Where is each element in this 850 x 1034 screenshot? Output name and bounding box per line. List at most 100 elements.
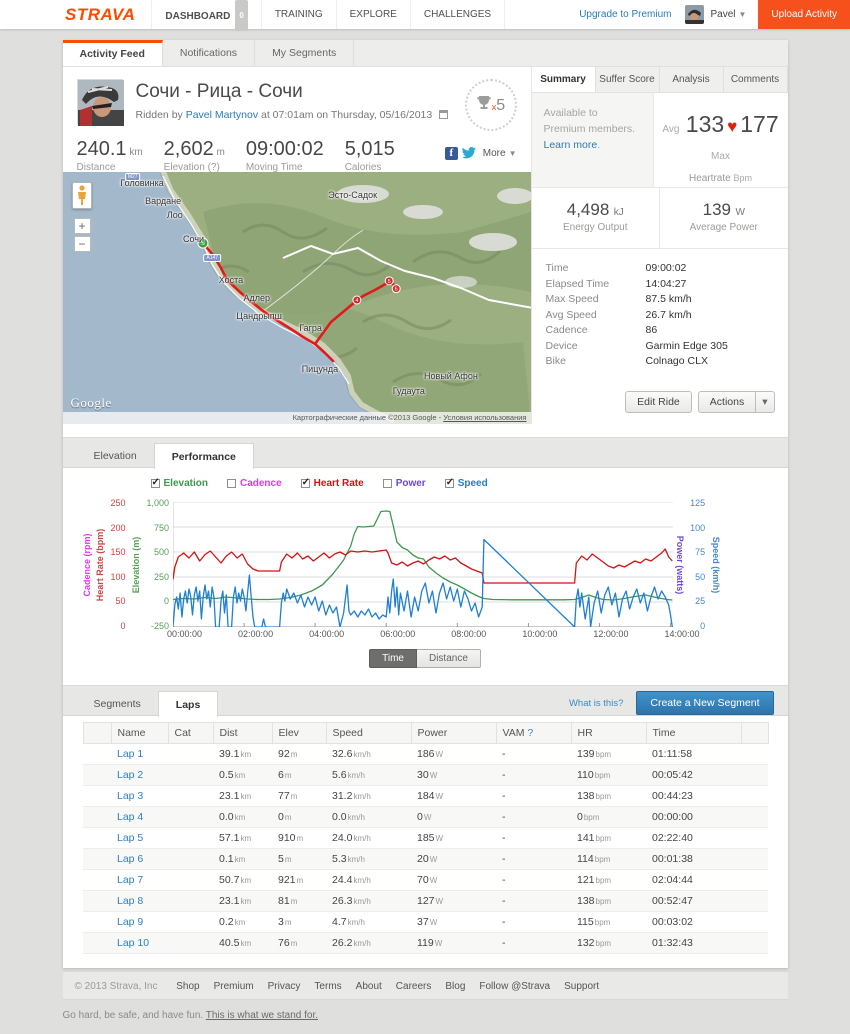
tab-segments[interactable]: Segments bbox=[93, 698, 141, 710]
google-logo[interactable]: Google bbox=[70, 395, 112, 410]
footer-link-follow-strava[interactable]: Follow @Strava bbox=[479, 981, 551, 992]
athlete-photo[interactable] bbox=[76, 79, 124, 126]
actions-button[interactable]: Actions bbox=[697, 391, 757, 413]
zoom-in-button[interactable]: + bbox=[73, 218, 91, 234]
lap-link[interactable]: Lap 9 bbox=[117, 916, 144, 928]
lap-link[interactable]: Lap 3 bbox=[117, 790, 144, 802]
learn-more-link[interactable]: Learn more bbox=[543, 138, 598, 151]
checkbox-icon[interactable] bbox=[226, 478, 236, 488]
lap-cell: 5m bbox=[272, 848, 326, 870]
lap-link[interactable]: Lap 2 bbox=[117, 769, 144, 781]
terms-link[interactable]: Условия использования bbox=[443, 413, 527, 422]
more-menu[interactable]: More bbox=[482, 148, 506, 159]
column-header-name[interactable]: Name bbox=[110, 722, 169, 744]
toggle-heart-rate[interactable]: Heart Rate bbox=[300, 477, 364, 489]
lap-link[interactable]: Lap 8 bbox=[117, 895, 144, 907]
tab-suffer-score[interactable]: Suffer Score bbox=[596, 67, 660, 92]
toggle-power[interactable]: Power bbox=[382, 477, 426, 489]
nav-item-dashboard[interactable]: DASHBOARD 0 bbox=[151, 0, 260, 31]
what-is-this-link[interactable]: What is this? bbox=[568, 697, 624, 709]
upgrade-premium-link[interactable]: Upgrade to Premium bbox=[579, 9, 672, 20]
column-header-hr[interactable]: HR bbox=[570, 722, 647, 744]
column-header-vam[interactable]: VAM ? bbox=[495, 722, 572, 744]
tab-performance[interactable]: Performance bbox=[153, 443, 254, 469]
mode-distance-button[interactable]: Distance bbox=[416, 649, 481, 668]
route-waypoint-marker[interactable] bbox=[384, 276, 394, 286]
footer-link-about[interactable]: About bbox=[355, 981, 382, 992]
hr-avg-label: Avg bbox=[662, 124, 680, 135]
achievements-badge[interactable]: x5 bbox=[464, 79, 517, 131]
tab-comments[interactable]: Comments bbox=[724, 67, 788, 92]
tab-laps[interactable]: Laps bbox=[157, 691, 219, 717]
mode-time-button[interactable]: Time bbox=[369, 649, 417, 668]
chart-plot-area[interactable] bbox=[172, 501, 674, 628]
tab-elevation[interactable]: Elevation bbox=[93, 450, 137, 462]
footer-link-support[interactable]: Support bbox=[564, 981, 600, 992]
row-spacer bbox=[83, 743, 111, 765]
nav-item-training[interactable]: TRAINING bbox=[260, 0, 336, 29]
twitter-icon[interactable] bbox=[461, 147, 477, 160]
column-header-power[interactable]: Power bbox=[410, 722, 497, 744]
row-spacer bbox=[83, 890, 111, 912]
vam-help-link[interactable]: ? bbox=[527, 727, 534, 739]
cell-value: 0.2 bbox=[219, 916, 234, 928]
column-header-cat[interactable]: Cat bbox=[167, 722, 214, 744]
cell-value: 30 bbox=[417, 769, 429, 781]
tab-my-segments[interactable]: My Segments bbox=[255, 40, 355, 66]
nav-item-challenges[interactable]: CHALLENGES bbox=[409, 0, 506, 29]
share-row: f More ▼ bbox=[444, 147, 517, 160]
route-start-marker[interactable] bbox=[196, 237, 208, 249]
column-header-time[interactable]: Time bbox=[645, 722, 742, 744]
toggle-elevation[interactable]: Elevation bbox=[150, 477, 208, 489]
actions-dropdown-caret[interactable]: ▾ bbox=[755, 391, 775, 413]
cell-unit: m bbox=[290, 750, 298, 759]
footer-link-shop[interactable]: Shop bbox=[176, 981, 200, 992]
lap-link[interactable]: Lap 4 bbox=[117, 811, 144, 823]
nav-item-explore[interactable]: EXPLORE bbox=[335, 0, 410, 29]
column-header-speed[interactable]: Speed bbox=[325, 722, 412, 744]
lap-link[interactable]: Lap 6 bbox=[117, 853, 144, 865]
tab-summary[interactable]: Summary bbox=[531, 67, 596, 92]
tab-activity-feed[interactable]: Activity Feed bbox=[62, 40, 163, 66]
checkbox-icon[interactable] bbox=[382, 478, 392, 488]
lap-link[interactable]: Lap 5 bbox=[117, 832, 144, 844]
cell-unit: km bbox=[234, 918, 246, 927]
lap-cell: 00:00:00 bbox=[646, 806, 741, 828]
energy-label: Energy Output bbox=[563, 222, 628, 233]
user-menu[interactable]: Pavel bbox=[710, 9, 736, 20]
footer-link-careers[interactable]: Careers bbox=[395, 981, 432, 992]
strava-logo[interactable]: STRAVA bbox=[65, 5, 136, 24]
toggle-cadence[interactable]: Cadence bbox=[226, 477, 282, 489]
toggle-speed[interactable]: Speed bbox=[444, 477, 488, 489]
footer-link-premium[interactable]: Premium bbox=[213, 981, 254, 992]
user-avatar[interactable] bbox=[685, 5, 705, 24]
street-view-pegman[interactable] bbox=[71, 182, 92, 209]
checkbox-icon[interactable] bbox=[150, 477, 160, 488]
facebook-icon[interactable]: f bbox=[444, 147, 458, 160]
edit-ride-button[interactable]: Edit Ride bbox=[625, 391, 692, 413]
tab-analysis[interactable]: Analysis bbox=[660, 67, 724, 92]
calendar-icon[interactable] bbox=[439, 110, 449, 119]
checkbox-icon[interactable] bbox=[444, 477, 454, 488]
tagline-link[interactable]: This is what we stand for. bbox=[205, 1010, 319, 1021]
lap-link[interactable]: Lap 10 bbox=[117, 937, 150, 949]
column-header-elev[interactable]: Elev bbox=[271, 722, 327, 744]
checkbox-icon[interactable] bbox=[300, 477, 310, 488]
footer-link-terms[interactable]: Terms bbox=[314, 981, 342, 992]
lap-link[interactable]: Lap 1 bbox=[117, 748, 144, 760]
tab-notifications[interactable]: Notifications bbox=[163, 40, 256, 66]
zoom-out-button[interactable]: − bbox=[73, 236, 91, 252]
route-waypoint-marker[interactable] bbox=[391, 284, 401, 294]
lap-cell: 185W bbox=[411, 827, 496, 849]
footer-link-privacy[interactable]: Privacy bbox=[267, 981, 301, 992]
footer-link-blog[interactable]: Blog bbox=[445, 981, 466, 992]
lap-cell bbox=[168, 932, 213, 954]
route-waypoint-marker[interactable] bbox=[351, 295, 361, 305]
lap-link[interactable]: Lap 7 bbox=[117, 874, 144, 886]
create-segment-button[interactable]: Create a New Segment bbox=[636, 691, 774, 715]
column-header-dist[interactable]: Dist bbox=[212, 722, 273, 744]
athlete-link[interactable]: Pavel Martynov bbox=[185, 109, 259, 121]
cell-unit: m bbox=[284, 771, 292, 780]
upload-activity-button[interactable]: Upload Activity bbox=[758, 0, 850, 29]
